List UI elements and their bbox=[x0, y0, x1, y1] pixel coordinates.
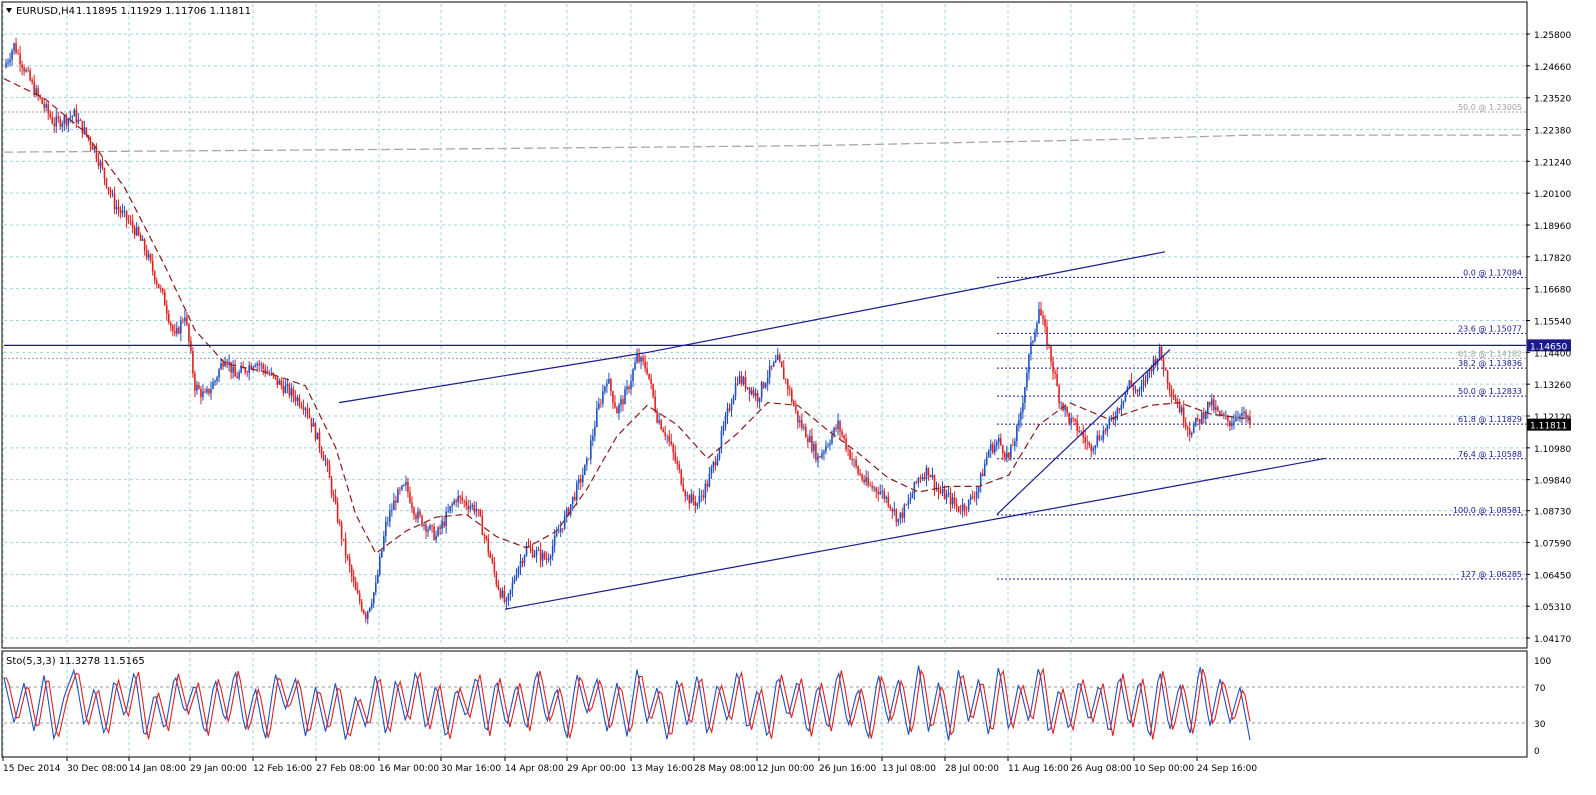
x-tick-label: 14 Jan 08:00 bbox=[129, 764, 186, 774]
y-tick-label: 1.21240 bbox=[1534, 158, 1571, 168]
fib-label: 23.6 @ 1.15077 bbox=[1458, 324, 1522, 333]
trendlines bbox=[338, 251, 1326, 610]
x-tick-label: 30 Mar 16:00 bbox=[441, 764, 501, 774]
time-axis: 15 Dec 2014 30 Dec 08:00 14 Jan 08:00 29 Ja… bbox=[2, 757, 1257, 774]
symbol-label: EURUSD,H4 bbox=[16, 6, 75, 17]
stoch-level-label: 30 bbox=[1534, 720, 1546, 730]
resistance-price-text: 1.14650 bbox=[1530, 342, 1567, 352]
fib-label: 0.0 @ 1.17084 bbox=[1463, 268, 1522, 277]
x-tick-label: 26 Jun 16:00 bbox=[819, 764, 876, 774]
x-tick-label: 29 Jan 00:00 bbox=[190, 764, 247, 774]
trendline bbox=[996, 349, 1171, 515]
x-tick-label: 13 Jul 08:00 bbox=[882, 764, 936, 774]
indicator-label: Sto(5,3,3) 11.3278 11.5165 bbox=[6, 656, 145, 667]
fibonacci-levels: 0.0 @ 1.17084 23.6 @ 1.15077 38.2 @ 1.1383… bbox=[4, 103, 1526, 580]
fib-label: 100.0 @ 1.08581 bbox=[1453, 506, 1522, 515]
y-tick-label: 1.06450 bbox=[1534, 571, 1571, 581]
x-tick-label: 16 Mar 00:00 bbox=[379, 764, 439, 774]
y-tick-label: 1.25800 bbox=[1534, 31, 1571, 41]
y-tick-label: 1.04170 bbox=[1534, 635, 1571, 645]
ohlc-values: 1.11895 1.11929 1.11706 1.11811 bbox=[76, 6, 251, 17]
long-moving-average bbox=[4, 134, 1526, 153]
stoch-level-label: 0 bbox=[1534, 747, 1540, 757]
y-tick-label: 1.10980 bbox=[1534, 445, 1571, 455]
y-tick-label: 1.13260 bbox=[1534, 381, 1571, 391]
y-tick-label: 1.15540 bbox=[1534, 318, 1571, 328]
stoch-level-label: 100 bbox=[1534, 657, 1551, 667]
y-tick-label: 1.05310 bbox=[1534, 603, 1571, 613]
trendline bbox=[647, 251, 1166, 353]
moving-average bbox=[3, 78, 1251, 555]
x-tick-label: 10 Sep 00:00 bbox=[1134, 764, 1194, 774]
x-tick-label: 29 Apr 00:00 bbox=[567, 764, 626, 774]
x-tick-label: 13 May 16:00 bbox=[631, 764, 693, 774]
fib-grey-label: 50.0 @ 1.23005 bbox=[1458, 103, 1522, 112]
price-axis: 1.25800 1.24660 1.23520 1.22380 1.21240 1.201… bbox=[1526, 31, 1571, 645]
y-tick-label: 1.09840 bbox=[1534, 477, 1571, 487]
x-tick-label: 11 Aug 16:00 bbox=[1008, 764, 1069, 774]
grid bbox=[2, 4, 1526, 756]
y-tick-label: 1.14400 bbox=[1534, 349, 1571, 359]
trendline bbox=[338, 351, 649, 404]
x-tick-label: 28 May 08:00 bbox=[694, 764, 756, 774]
stoch-level-label: 70 bbox=[1534, 684, 1546, 694]
long-ma-line bbox=[4, 134, 1526, 153]
y-tick-label: 1.22380 bbox=[1534, 127, 1571, 137]
y-tick-label: 1.23520 bbox=[1534, 95, 1571, 105]
x-tick-label: 15 Dec 2014 bbox=[3, 764, 61, 774]
x-tick-label: 14 Apr 08:00 bbox=[505, 764, 564, 774]
trendline bbox=[504, 457, 1326, 610]
fib-label: 50.0 @ 1.12833 bbox=[1458, 387, 1522, 396]
x-tick-label: 27 Feb 08:00 bbox=[316, 764, 375, 774]
collapse-triangle-icon[interactable] bbox=[6, 8, 12, 13]
y-tick-label: 1.20100 bbox=[1534, 190, 1571, 200]
indicator-panel-border bbox=[1, 650, 1528, 758]
fib-label: 61.8 @ 1.11829 bbox=[1458, 415, 1522, 424]
y-tick-label: 1.07590 bbox=[1534, 539, 1571, 549]
y-tick-label: 1.17820 bbox=[1534, 254, 1571, 264]
ma-line bbox=[3, 78, 1251, 555]
x-tick-label: 12 Feb 16:00 bbox=[253, 764, 312, 774]
x-tick-label: 30 Dec 08:00 bbox=[67, 764, 128, 774]
y-tick-label: 1.16680 bbox=[1534, 286, 1571, 296]
x-tick-label: 28 Jul 00:00 bbox=[945, 764, 999, 774]
current-price-text: 1.11811 bbox=[1530, 422, 1567, 432]
x-tick-label: 12 Jun 00:00 bbox=[757, 764, 814, 774]
fib-label: 76.4 @ 1.10588 bbox=[1458, 450, 1522, 459]
current-price-tag bbox=[1527, 418, 1571, 431]
fib-label: 127 @ 1.06285 bbox=[1461, 570, 1522, 579]
y-tick-label: 1.08730 bbox=[1534, 508, 1571, 518]
y-tick-label: 1.18960 bbox=[1534, 222, 1571, 232]
resistance-price-tag bbox=[1527, 339, 1571, 352]
x-tick-label: 26 Aug 08:00 bbox=[1071, 764, 1132, 774]
price-candles bbox=[5, 37, 1251, 625]
x-tick-label: 24 Sep 16:00 bbox=[1197, 764, 1257, 774]
y-tick-label: 1.12120 bbox=[1534, 413, 1571, 423]
stoch-signal-line bbox=[4, 667, 1251, 740]
stoch-main-line bbox=[3, 665, 1251, 741]
main-panel-border bbox=[1, 1, 1528, 649]
resistance-line: 1.14650 1.11811 bbox=[4, 339, 1571, 432]
y-tick-label: 1.24660 bbox=[1534, 63, 1571, 73]
fib-label: 38.2 @ 1.13836 bbox=[1458, 359, 1522, 368]
stochastic-oscillator: 100 70 30 0 bbox=[3, 657, 1551, 757]
fib-grey-label: 61.8 @ 1.14182 bbox=[1458, 349, 1522, 358]
